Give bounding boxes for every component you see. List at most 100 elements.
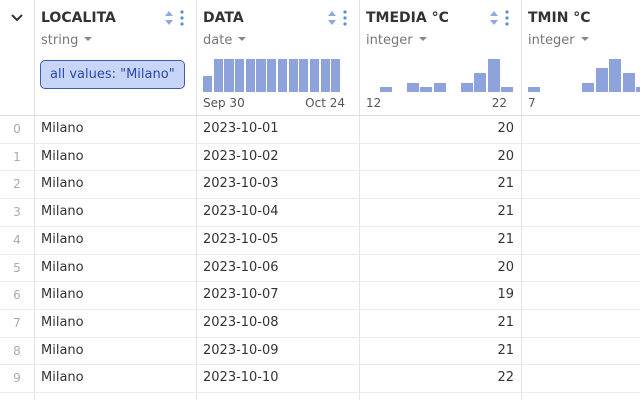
cell-number: 20 — [497, 148, 514, 164]
collapse-toggle[interactable] — [10, 12, 24, 24]
cell-number: 20 — [497, 121, 514, 136]
row-index: 0 — [13, 122, 21, 136]
row-index: 3 — [13, 205, 21, 220]
histogram-bar — [288, 59, 298, 92]
column-menu[interactable] — [179, 10, 185, 26]
cell-date: 2023-10-05 — [203, 231, 279, 247]
cell-date: 2023-10-06 — [203, 259, 279, 275]
histogram-bar — [528, 87, 540, 92]
row-index: 8 — [13, 343, 21, 358]
cell-text: Milano — [41, 259, 84, 275]
column-name[interactable]: DATA — [203, 10, 244, 26]
column-type[interactable]: date — [203, 33, 248, 48]
filter-chip[interactable]: all values: "Milano" — [40, 60, 185, 89]
histogram-bar — [331, 59, 341, 92]
axis-max-label: 22 — [491, 96, 507, 110]
sort-button[interactable] — [489, 10, 499, 26]
row-index: 7 — [13, 315, 21, 330]
cell-date: 2023-10-04 — [203, 204, 279, 220]
cell-text: Milano — [41, 287, 84, 303]
cell-date: 2023-10-02 — [203, 148, 279, 164]
histogram-bar — [582, 82, 594, 92]
row-divider — [0, 364, 640, 366]
cell-date: 2023-10-08 — [203, 314, 279, 330]
cell-text: Milano — [41, 370, 84, 386]
row-index: 6 — [13, 288, 21, 303]
column-type[interactable]: integer — [528, 33, 591, 48]
row-divider — [0, 253, 640, 255]
column-name[interactable]: LOCALITA — [41, 10, 116, 26]
row-index: 2 — [13, 177, 21, 192]
cell-number: 21 — [497, 314, 514, 330]
histogram-bar — [245, 59, 255, 92]
row-divider — [0, 198, 640, 200]
column-divider — [521, 0, 522, 400]
cell-date: 2023-10-03 — [203, 176, 279, 192]
histogram-bar — [213, 59, 223, 92]
cell-number: 21 — [497, 231, 514, 247]
histogram-bar — [474, 73, 486, 92]
row-index: 5 — [13, 260, 21, 275]
column-name[interactable]: TMIN °C — [528, 10, 591, 26]
type-caret — [84, 37, 93, 41]
axis-min-label: Sep 30 — [203, 96, 245, 110]
histogram-bar — [256, 59, 266, 92]
column-divider — [34, 0, 35, 400]
histogram-bar — [636, 87, 640, 92]
histogram-bar — [203, 75, 213, 92]
histogram-bar — [267, 59, 277, 92]
cell-number: 19 — [497, 287, 514, 303]
histogram-bar — [235, 59, 245, 92]
cell-number: 22 — [497, 370, 514, 386]
cell-text: Milano — [41, 204, 84, 220]
row-index: 9 — [13, 371, 21, 386]
column-divider — [359, 0, 360, 400]
sort-button[interactable] — [327, 10, 337, 26]
column-type[interactable]: integer — [366, 33, 429, 48]
axis-max-label: Oct 24 — [305, 96, 345, 110]
histogram-bar — [595, 68, 608, 92]
cell-text: Milano — [41, 121, 84, 136]
histogram-bar — [609, 59, 621, 92]
histogram-bar — [501, 87, 513, 92]
cell-date: 2023-10-01 — [203, 121, 279, 136]
cell-date: 2023-10-07 — [203, 287, 279, 303]
type-caret — [418, 37, 427, 41]
row-divider — [0, 392, 640, 393]
histogram-bar — [320, 59, 330, 92]
header-divider — [0, 115, 640, 116]
row-index: 1 — [13, 149, 21, 164]
histogram-bar — [224, 59, 234, 92]
histogram-bar — [433, 82, 446, 92]
row-divider — [0, 308, 640, 310]
histogram-bar — [420, 87, 432, 92]
histogram-bar — [487, 59, 500, 92]
column-name[interactable]: TMEDIA °C — [366, 10, 449, 26]
histogram-bar — [406, 82, 419, 92]
cell-date: 2023-10-09 — [203, 342, 279, 358]
sort-button[interactable] — [164, 10, 174, 26]
cell-text: Milano — [41, 148, 84, 164]
cell-number: 20 — [497, 259, 514, 275]
histogram-bar — [277, 59, 288, 92]
cell-number: 21 — [497, 342, 514, 358]
histogram-bar — [460, 82, 473, 92]
histogram-bar — [299, 59, 309, 92]
cell-number: 21 — [497, 204, 514, 220]
histogram-bar — [379, 87, 392, 92]
row-divider — [0, 170, 640, 172]
row-divider — [0, 281, 640, 283]
histogram-bar — [622, 73, 635, 92]
row-divider — [0, 142, 640, 144]
type-caret — [580, 37, 589, 41]
cell-number: 21 — [497, 176, 514, 192]
column-menu[interactable] — [504, 10, 510, 26]
row-divider — [0, 225, 640, 227]
axis-min-label: 12 — [366, 96, 382, 110]
column-menu[interactable] — [342, 10, 348, 26]
cell-text: Milano — [41, 231, 84, 247]
column-divider — [196, 0, 197, 400]
cell-date: 2023-10-10 — [203, 370, 279, 386]
column-type[interactable]: string — [41, 33, 94, 48]
